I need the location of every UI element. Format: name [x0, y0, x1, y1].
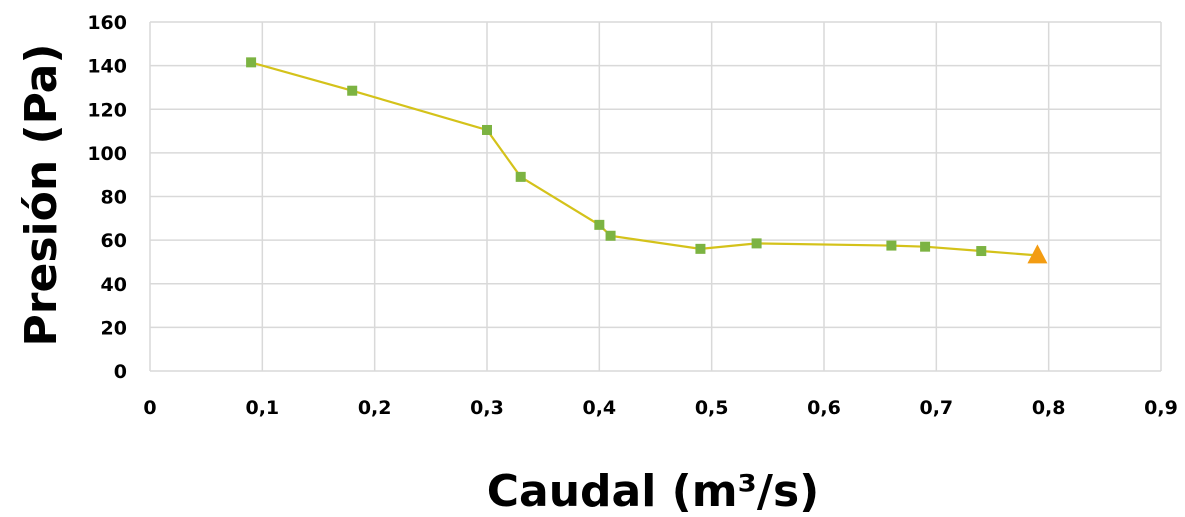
data-point: [482, 124, 492, 135]
data-point: [515, 171, 526, 182]
x-tick-label: 0,6: [807, 397, 841, 419]
y-tick-label: 60: [101, 230, 127, 252]
x-tick-label: 0,9: [1144, 397, 1178, 419]
data-point: [751, 238, 762, 249]
data-point: [347, 85, 358, 96]
data-point: [594, 219, 605, 230]
x-tick-label: 0,5: [695, 397, 729, 419]
x-axis-title: Caudal (m³/s): [487, 466, 820, 517]
data-point: [246, 57, 257, 68]
y-tick-label: 160: [87, 12, 127, 34]
data-point: [920, 241, 931, 252]
data-point: [886, 240, 897, 251]
y-tick-label: 100: [87, 143, 127, 165]
y-tick-label: 40: [101, 274, 127, 296]
x-tick-label: 0,8: [1032, 397, 1066, 419]
x-tick-label: 0,4: [582, 397, 616, 419]
y-tick-label: 20: [101, 317, 127, 339]
chart-grid: [149, 21, 1162, 372]
x-tick-label: 0,1: [245, 397, 279, 419]
y-axis-tick-labels: 0 20 40 60 80 100 120 140 160: [87, 12, 127, 383]
x-axis-tick-labels: 0 0,1 0,2 0,3 0,4 0,5 0,6 0,7 0,8 0,9: [143, 397, 1177, 419]
data-point: [605, 230, 616, 241]
y-axis-title: Presión (Pa): [16, 44, 67, 347]
x-tick-label: 0: [143, 397, 156, 419]
series-layer: [246, 57, 1048, 264]
x-tick-label: 0,7: [919, 397, 953, 419]
x-tick-label: 0,3: [470, 397, 504, 419]
data-point: [976, 246, 987, 257]
y-tick-label: 120: [87, 99, 127, 121]
y-tick-label: 80: [101, 187, 127, 209]
y-tick-label: 140: [87, 56, 127, 78]
x-tick-label: 0,2: [358, 397, 392, 419]
data-point: [695, 243, 706, 254]
series-line: [250, 61, 1038, 257]
y-tick-label: 0: [114, 361, 127, 383]
data-point-triangle: [1027, 244, 1048, 264]
